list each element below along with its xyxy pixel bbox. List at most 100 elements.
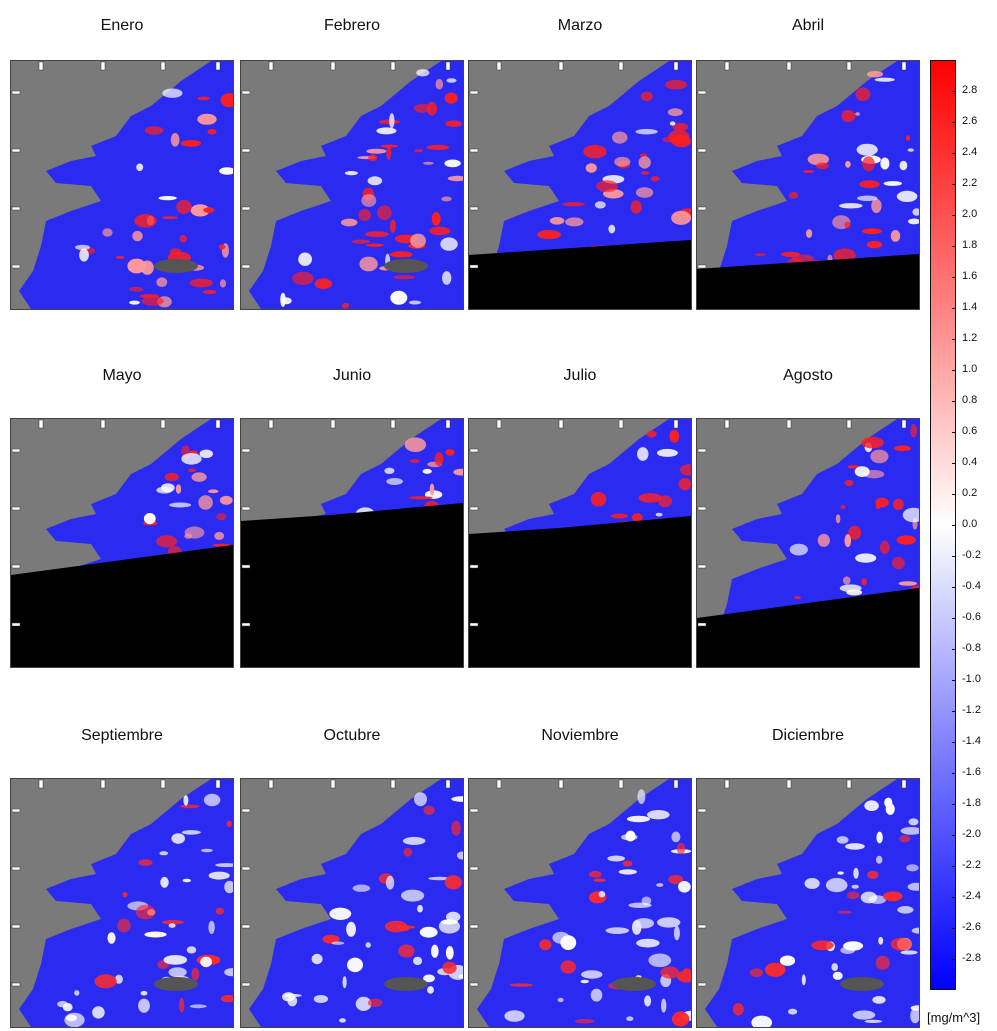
map-svg <box>697 779 919 1027</box>
colorbar-tick-mark <box>952 153 956 154</box>
colorbar-tick-label: 2.0 <box>962 208 978 220</box>
map-frame <box>10 778 234 1028</box>
colorbar-tick-label: 2.4 <box>962 146 978 158</box>
map-panel-9: Septiembre <box>10 727 234 1028</box>
colorbar-tick-mark <box>952 122 956 123</box>
ocean-area <box>705 61 919 309</box>
map-frame <box>468 778 692 1028</box>
map-svg <box>241 419 463 667</box>
no-data-mask <box>469 240 691 309</box>
map-svg <box>11 419 233 667</box>
frame-ticks <box>469 419 679 627</box>
map-frame <box>240 418 464 668</box>
colorbar-tick-label: -0.6 <box>962 611 981 623</box>
colorbar-tick-label: 1.8 <box>962 239 978 251</box>
panel-title: Abril <box>791 17 824 34</box>
map-svg <box>697 61 919 309</box>
colorbar-tick-mark <box>952 897 956 898</box>
colorbar-tick-mark <box>952 494 956 495</box>
colorbar-tick-label: 1.0 <box>962 363 978 375</box>
colorbar-tick-mark <box>952 835 956 836</box>
colorbar-tick-label: 1.2 <box>962 332 978 344</box>
map-panel-8: Agosto <box>696 367 920 668</box>
colorbar-tick-mark <box>952 184 956 185</box>
map-svg <box>697 419 919 667</box>
ocean-area <box>477 779 691 1027</box>
map-svg <box>241 61 463 309</box>
colorbar-tick-mark <box>952 866 956 867</box>
colorbar-tick-label: -0.2 <box>962 549 981 561</box>
anomaly-patches <box>74 88 233 308</box>
colorbar-tick-mark <box>952 463 956 464</box>
map-panel-2: Febrero <box>240 17 464 310</box>
frame-ticks <box>11 61 221 269</box>
map-frame <box>468 60 692 310</box>
colorbar-tick-label: -1.8 <box>962 797 981 809</box>
map-panel-11: Noviembre <box>468 727 692 1028</box>
frame-ticks <box>469 779 679 987</box>
no-data-mask <box>697 254 919 309</box>
map-frame <box>240 60 464 310</box>
anomaly-patches <box>732 797 919 1027</box>
colorbar-tick-mark <box>952 215 956 216</box>
ocean-area <box>19 61 233 309</box>
map-svg <box>11 61 233 309</box>
map-svg <box>11 779 233 1027</box>
island <box>612 977 656 991</box>
colorbar-tick-mark <box>952 618 956 619</box>
map-panel-1: Enero <box>10 17 234 310</box>
colorbar-tick-label: 0.8 <box>962 394 978 406</box>
panel-title: Julio <box>563 367 597 384</box>
frame-ticks <box>697 419 907 627</box>
frame-ticks <box>11 419 221 627</box>
colorbar-tick-mark <box>952 432 956 433</box>
colorbar-tick-label: 1.4 <box>962 301 978 313</box>
colorbar-tick-mark <box>952 742 956 743</box>
frame-ticks <box>697 779 907 987</box>
frame-ticks <box>241 779 451 987</box>
map-frame <box>696 60 920 310</box>
island <box>154 977 198 991</box>
panel-title: Junio <box>332 367 372 384</box>
colorbar-tick-label: -2.2 <box>962 859 981 871</box>
colorbar-tick-mark <box>952 370 956 371</box>
colorbar-tick-mark <box>952 928 956 929</box>
panel-title: Febrero <box>323 17 381 34</box>
map-panel-12: Diciembre <box>696 727 920 1028</box>
colorbar-tick-mark <box>952 91 956 92</box>
colorbar-tick-mark <box>952 246 956 247</box>
colorbar-tick-label: 1.6 <box>962 270 978 282</box>
colorbar-tick-mark <box>952 587 956 588</box>
frame-ticks <box>11 779 221 987</box>
panel-title: Noviembre <box>541 727 619 744</box>
colorbar-tick-mark <box>952 804 956 805</box>
frame-ticks <box>469 61 679 269</box>
map-panel-6: Junio <box>240 367 464 668</box>
colorbar-tick-label: -2.6 <box>962 921 981 933</box>
colorbar-tick-mark <box>952 339 956 340</box>
colorbar-tick-label: 2.8 <box>962 84 978 96</box>
map-svg <box>469 779 691 1027</box>
anomaly-patches <box>57 793 233 1027</box>
colorbar-tick-label: 0.0 <box>962 518 978 530</box>
map-panel-3: Marzo <box>468 17 692 310</box>
map-svg <box>241 779 463 1027</box>
frame-ticks <box>241 419 451 627</box>
panel-title: Mayo <box>102 367 142 384</box>
island <box>154 259 198 273</box>
anomaly-patches <box>504 789 691 1027</box>
colorbar-tick-label: -0.8 <box>962 642 981 654</box>
panel-title: Enero <box>100 17 144 34</box>
panel-title: Octubre <box>323 727 381 744</box>
map-panel-4: Abril <box>696 17 920 310</box>
map-panel-5: Mayo <box>10 367 234 668</box>
map-panel-10: Octubre <box>240 727 464 1028</box>
no-data-mask <box>697 588 919 667</box>
map-frame <box>10 418 234 668</box>
colorbar-tick-mark <box>952 959 956 960</box>
panel-title: Diciembre <box>771 727 844 744</box>
no-data-mask <box>241 503 463 667</box>
map-frame <box>696 418 920 668</box>
island <box>840 977 884 991</box>
